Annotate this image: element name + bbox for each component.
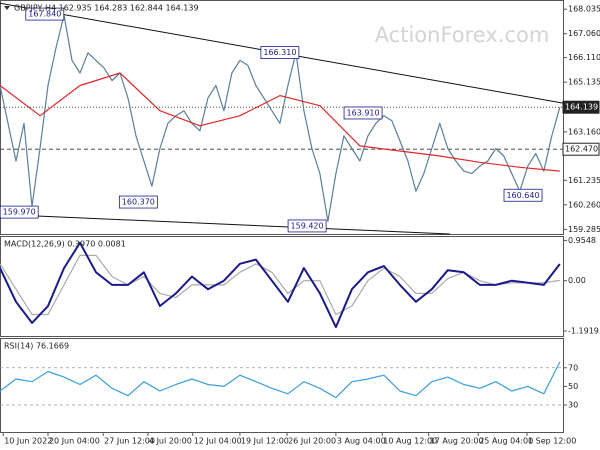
series-line <box>0 361 561 399</box>
annotation-label: 166.310 <box>263 48 296 57</box>
y-tick-label: 0.00 <box>568 276 586 285</box>
y-tick-label: 168.035 <box>568 5 600 14</box>
y-tick-label: 0.9548 <box>568 236 596 245</box>
x-tick-label: 19 Jul 12:00 <box>241 437 289 446</box>
price-box <box>562 100 600 114</box>
series-line <box>0 14 561 222</box>
x-tick-label: 27 Jun 12:00 <box>104 437 155 446</box>
annotation-label: 160.640 <box>506 191 539 200</box>
annotation-box <box>343 106 383 120</box>
annotation-label: 159.970 <box>3 208 36 217</box>
annotation-label: 167.840 <box>28 10 61 19</box>
annotation-label: 163.910 <box>347 108 380 117</box>
x-tick-label: 12 Jul 04:00 <box>194 437 242 446</box>
y-tick-label: 166.110 <box>568 53 600 62</box>
annotation-box <box>260 46 300 59</box>
panel-frame <box>0 236 564 337</box>
price-label: 164.139 <box>565 103 598 112</box>
price-label: 162.470 <box>565 145 598 154</box>
y-tick-label: -1.1919 <box>568 327 599 336</box>
x-tick-label: 4 Jul 20:00 <box>149 437 192 446</box>
y-tick-label: 167.060 <box>568 29 600 38</box>
y-tick-label: 70 <box>568 363 578 372</box>
annotation-box <box>0 205 39 219</box>
x-tick-label: 10 Aug 12:00 <box>383 437 437 446</box>
watermark: ActionForex.com <box>375 23 550 47</box>
panel-frame <box>0 0 564 235</box>
y-tick-label: 165.135 <box>568 78 600 87</box>
x-tick-label: 25 Aug 04:00 <box>479 437 533 446</box>
annotation-box <box>118 195 158 209</box>
annotation-box <box>503 188 543 202</box>
panel-title: MACD(12,26,9) 0.3970 0.0081 <box>4 240 126 249</box>
y-tick-label: 30 <box>568 401 578 410</box>
price-box <box>562 142 600 156</box>
title-icon <box>4 6 10 10</box>
x-tick-label: 17 Aug 20:00 <box>430 437 484 446</box>
annotation-label: 160.370 <box>122 198 155 207</box>
x-tick-label: 10 Jun 2022 <box>4 437 52 446</box>
annotation-box <box>287 219 327 233</box>
x-tick-label: 20 Jun 04:00 <box>49 437 100 446</box>
annotation-label: 159.420 <box>291 221 324 230</box>
y-tick-label: 161.235 <box>568 176 600 185</box>
x-tick-label: 3 Aug 04:00 <box>337 437 386 446</box>
y-tick-label: 50 <box>568 382 578 391</box>
series-line <box>0 72 560 172</box>
y-tick-label: 159.285 <box>568 225 600 234</box>
trendline <box>0 213 450 235</box>
x-tick-label: 26 Jul 20:00 <box>288 437 336 446</box>
panel-title: GBPJPY,H4 162.935 164.283 162.844 164.13… <box>14 4 199 13</box>
y-tick-label: 163.160 <box>568 127 600 136</box>
y-tick-label: 160.260 <box>568 200 600 209</box>
panel-frame <box>0 338 564 433</box>
series-line <box>0 241 561 329</box>
annotation-box <box>25 7 65 21</box>
panel-title: RSI(14) 76.1669 <box>4 342 69 351</box>
x-tick-label: 1 Sep 12:00 <box>528 437 576 446</box>
